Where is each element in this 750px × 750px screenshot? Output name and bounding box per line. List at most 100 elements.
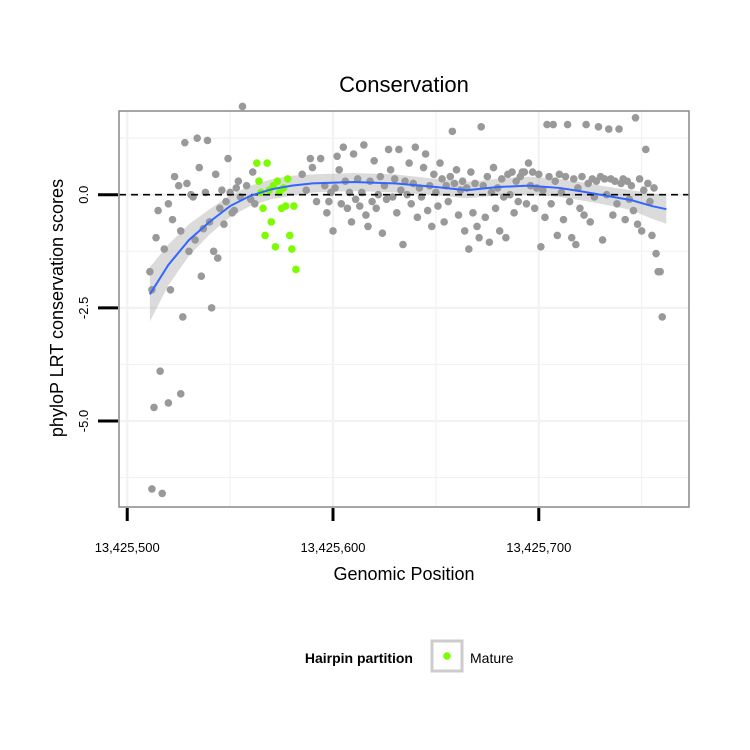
data-point xyxy=(489,163,498,172)
data-point xyxy=(452,166,461,174)
data-point xyxy=(637,227,646,235)
data-point xyxy=(656,267,664,276)
smooth-line xyxy=(149,181,667,295)
data-point xyxy=(528,168,537,176)
data-point xyxy=(629,206,638,215)
data-point xyxy=(545,172,553,181)
data-point xyxy=(604,125,613,133)
data-point xyxy=(555,170,564,179)
data-point xyxy=(158,489,167,498)
y-axis-title: phyloP LRT conservation scores xyxy=(47,179,67,437)
data-point xyxy=(576,204,584,213)
data-point xyxy=(440,218,448,226)
data-point xyxy=(343,204,352,213)
data-point xyxy=(633,220,642,228)
data-point xyxy=(502,233,510,242)
data-point xyxy=(349,150,358,158)
data-point xyxy=(174,181,183,190)
data-point xyxy=(520,168,529,176)
data-point xyxy=(473,222,481,231)
data-point xyxy=(652,249,660,258)
data-point xyxy=(376,172,385,181)
y-tick-label: -2.5 xyxy=(76,297,91,319)
data-point xyxy=(454,211,463,219)
data-point xyxy=(364,222,372,231)
data-point-mature xyxy=(253,159,261,167)
data-point xyxy=(648,231,656,240)
data-point xyxy=(465,245,473,253)
data-point xyxy=(207,304,216,312)
panel-grid xyxy=(119,111,689,507)
data-point xyxy=(238,102,247,111)
data-point xyxy=(467,168,475,176)
data-point xyxy=(176,390,185,398)
data-point xyxy=(547,199,555,208)
smooth-confidence-band xyxy=(149,173,667,322)
data-point xyxy=(395,145,403,154)
data-point xyxy=(298,170,306,179)
data-point xyxy=(430,170,438,179)
data-point xyxy=(567,233,576,242)
legend-title: Hairpin partition xyxy=(305,650,413,666)
data-point xyxy=(539,186,547,194)
data-point xyxy=(572,240,580,249)
data-point xyxy=(401,177,409,185)
data-point xyxy=(329,227,337,235)
data-point-mature xyxy=(283,175,292,183)
data-point xyxy=(178,313,187,321)
data-point xyxy=(390,175,399,183)
data-point-mature xyxy=(255,177,263,185)
points-other xyxy=(146,102,667,498)
data-point xyxy=(209,247,218,256)
data-point-mature xyxy=(292,265,300,274)
data-point xyxy=(185,247,193,256)
data-point xyxy=(631,113,640,122)
data-point xyxy=(183,179,191,188)
data-point xyxy=(164,199,173,208)
data-point xyxy=(450,179,459,188)
data-point xyxy=(646,197,654,206)
data-point xyxy=(627,181,636,190)
data-point xyxy=(152,233,160,242)
data-point xyxy=(458,177,467,185)
data-point xyxy=(333,152,341,161)
data-point xyxy=(362,211,370,219)
data-point xyxy=(650,184,658,192)
data-point xyxy=(580,211,588,219)
data-point xyxy=(508,168,516,176)
data-point xyxy=(510,209,518,217)
data-point xyxy=(197,272,206,280)
data-point xyxy=(446,172,455,181)
data-point xyxy=(421,150,430,158)
data-point-mature xyxy=(288,245,296,253)
x-tick-label: 13,425,700 xyxy=(506,540,571,555)
data-point xyxy=(181,138,189,147)
smooth-band xyxy=(149,173,667,322)
legend-key-mature xyxy=(443,652,451,660)
data-point xyxy=(224,154,232,163)
data-point xyxy=(302,186,311,194)
data-point xyxy=(475,233,483,242)
data-point xyxy=(211,170,220,179)
data-point xyxy=(495,227,504,235)
data-point xyxy=(325,197,333,206)
data-point xyxy=(168,215,177,224)
data-point xyxy=(203,136,212,145)
data-point xyxy=(368,197,376,206)
data-point xyxy=(551,177,560,185)
data-point-mature xyxy=(261,231,269,240)
data-point xyxy=(436,159,444,167)
data-point xyxy=(658,313,667,321)
data-point xyxy=(216,204,224,213)
y-axis: 0.0 -2.5 -5.0 xyxy=(76,186,118,432)
data-point-mature xyxy=(281,202,290,210)
data-point xyxy=(427,222,436,231)
data-point xyxy=(372,204,381,213)
data-point xyxy=(549,120,557,129)
data-point xyxy=(639,186,648,194)
data-point xyxy=(323,209,331,217)
data-point xyxy=(337,199,346,208)
data-point xyxy=(251,199,259,208)
